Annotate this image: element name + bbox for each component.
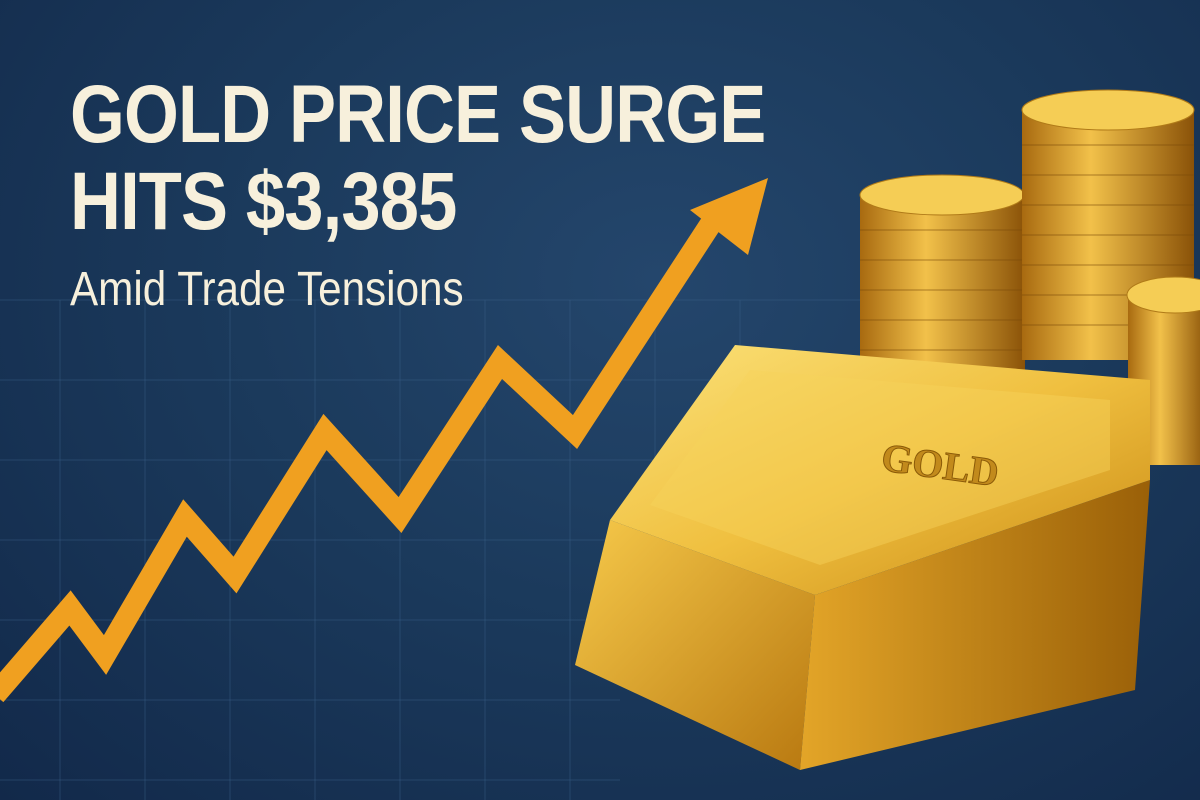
trend-up-arrow-icon — [0, 178, 768, 703]
headline-subtitle: Amid Trade Tensions — [70, 263, 464, 316]
coin-stack-icon — [859, 89, 1200, 465]
gold-bar-icon: GOLD — [575, 345, 1150, 770]
headline-line-2: HITS $3,385 — [70, 156, 457, 247]
headline-line-1: GOLD PRICE SURGE — [70, 69, 766, 160]
chart-grid — [0, 299, 860, 800]
